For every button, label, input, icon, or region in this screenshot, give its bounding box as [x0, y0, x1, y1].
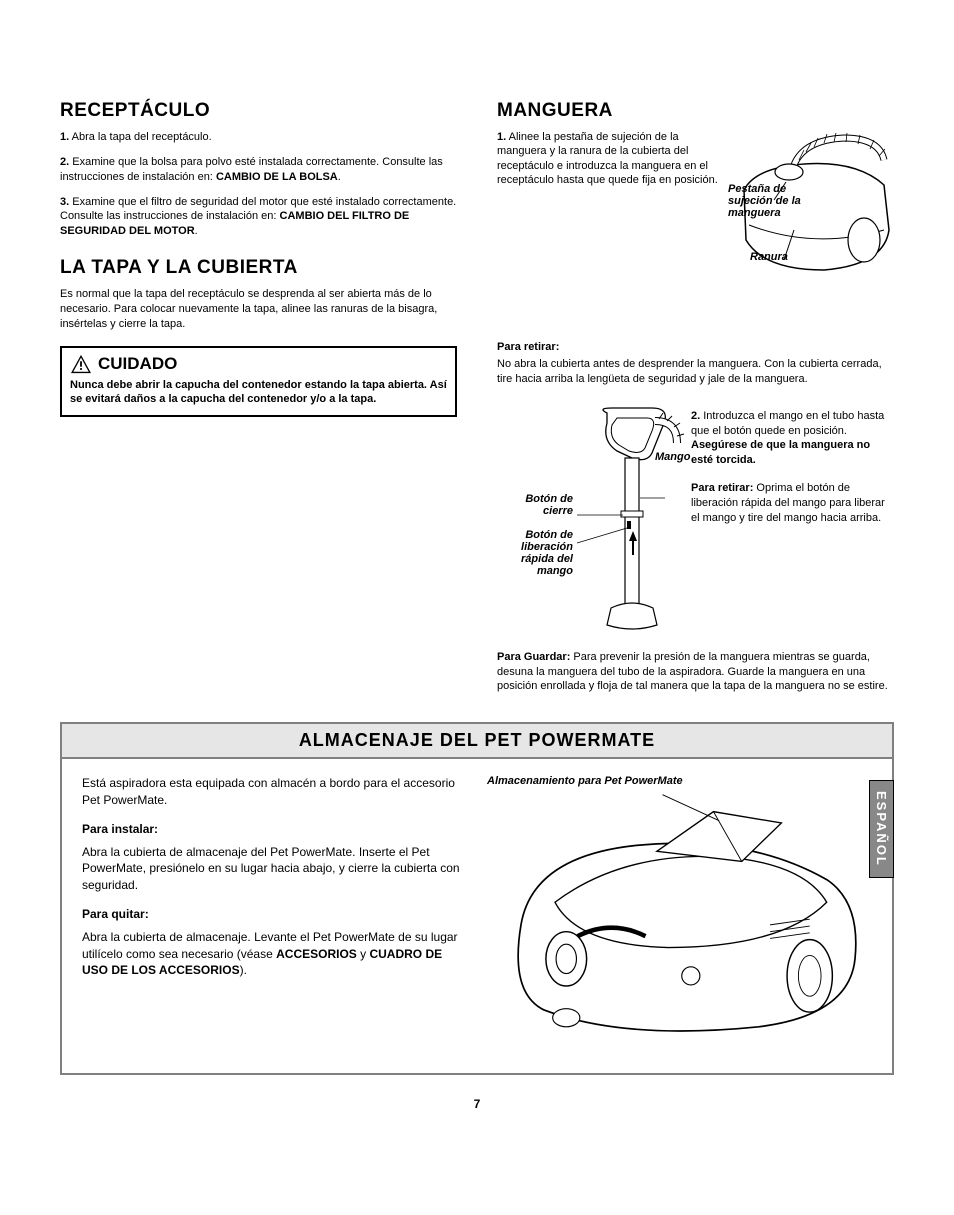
hose-step1-num: 1. [497, 131, 506, 143]
step3: 3. Examine que el filtro de seguridad de… [60, 195, 457, 240]
retirar-body: No abra la cubierta antes de desprender … [497, 357, 894, 387]
guardar: Para Guardar: Para prevenir la presión d… [497, 650, 894, 695]
espanol-tab: ESPAÑOL [869, 780, 894, 878]
storage-diagram-label: Almacenamiento para Pet PowerMate [487, 775, 872, 787]
ranura-label: Ranura [750, 251, 910, 263]
retirar2-head: Para retirar: [691, 482, 753, 494]
mango-label: Mango [655, 450, 705, 465]
storage-box: ALMACENAJE DEL PET POWERMATE ESPAÑOL Est… [60, 722, 894, 1074]
handle-step2-num: 2. [691, 410, 700, 422]
retirar-head: Para retirar: [497, 341, 894, 353]
caution-body: Nunca debe abrir la capucha del contened… [70, 378, 447, 408]
quitar-body: Abra la cubierta de almacenaje. Levante … [82, 929, 467, 979]
step2-num: 2. [60, 156, 69, 168]
caution-header: CUIDADO [70, 354, 447, 374]
step1-text: Abra la tapa del receptáculo. [69, 131, 211, 143]
page-number: 7 [60, 1097, 894, 1111]
instalar-head: Para instalar: [82, 821, 467, 838]
quitar-head: Para quitar: [82, 906, 467, 923]
storage-header: ALMACENAJE DEL PET POWERMATE [62, 724, 892, 759]
step2: 2. Examine que la bolsa para polvo esté … [60, 155, 457, 185]
tapa-text: Es normal que la tapa del receptáculo se… [60, 287, 457, 332]
step1: 1. Abra la tapa del receptáculo. [60, 130, 457, 145]
step1-num: 1. [60, 131, 69, 143]
step3-c: . [195, 225, 198, 237]
manguera-title: MANGUERA [497, 100, 894, 122]
handle-step2-a: Introduzca el mango en el tubo hasta que… [691, 410, 884, 437]
storage-intro: Está aspiradora esta equipada con almacé… [82, 775, 467, 809]
tapa-title: LA TAPA Y LA CUBIERTA [60, 257, 457, 279]
caution-head-text: CUIDADO [98, 354, 177, 374]
hose-step1: 1. Alinee la pestaña de sujeción de la m… [497, 130, 728, 331]
caution-box: CUIDADO Nunca debe abrir la capucha del … [60, 346, 457, 418]
handle-diagram [577, 403, 687, 633]
boton-cierre-label: Botón de cierre [497, 493, 573, 517]
pestana-label: Pestaña de sujeción de la manguera [728, 183, 808, 219]
warning-triangle-icon [70, 354, 92, 374]
quitar-c: y [357, 947, 370, 961]
receptaculo-title: RECEPTÁCULO [60, 100, 457, 122]
step2-c: . [338, 171, 341, 183]
boton-lib-label: Botón de liberación rápida del mango [497, 529, 573, 577]
guardar-head: Para Guardar: [497, 651, 570, 663]
quitar-e: ). [240, 963, 247, 977]
step2-b: CAMBIO DE LA BOLSA [216, 171, 338, 183]
quitar-b: ACCESORIOS [276, 947, 357, 961]
step3-num: 3. [60, 196, 69, 208]
handle-step2-b: Asegúrese de que la manguera no esté tor… [691, 439, 870, 466]
hose-step1-text: Alinee la pestaña de sujeción de la mang… [497, 131, 718, 186]
instalar-body: Abra la cubierta de almacenaje del Pet P… [82, 844, 467, 894]
vacuum-diagram [487, 789, 872, 1049]
